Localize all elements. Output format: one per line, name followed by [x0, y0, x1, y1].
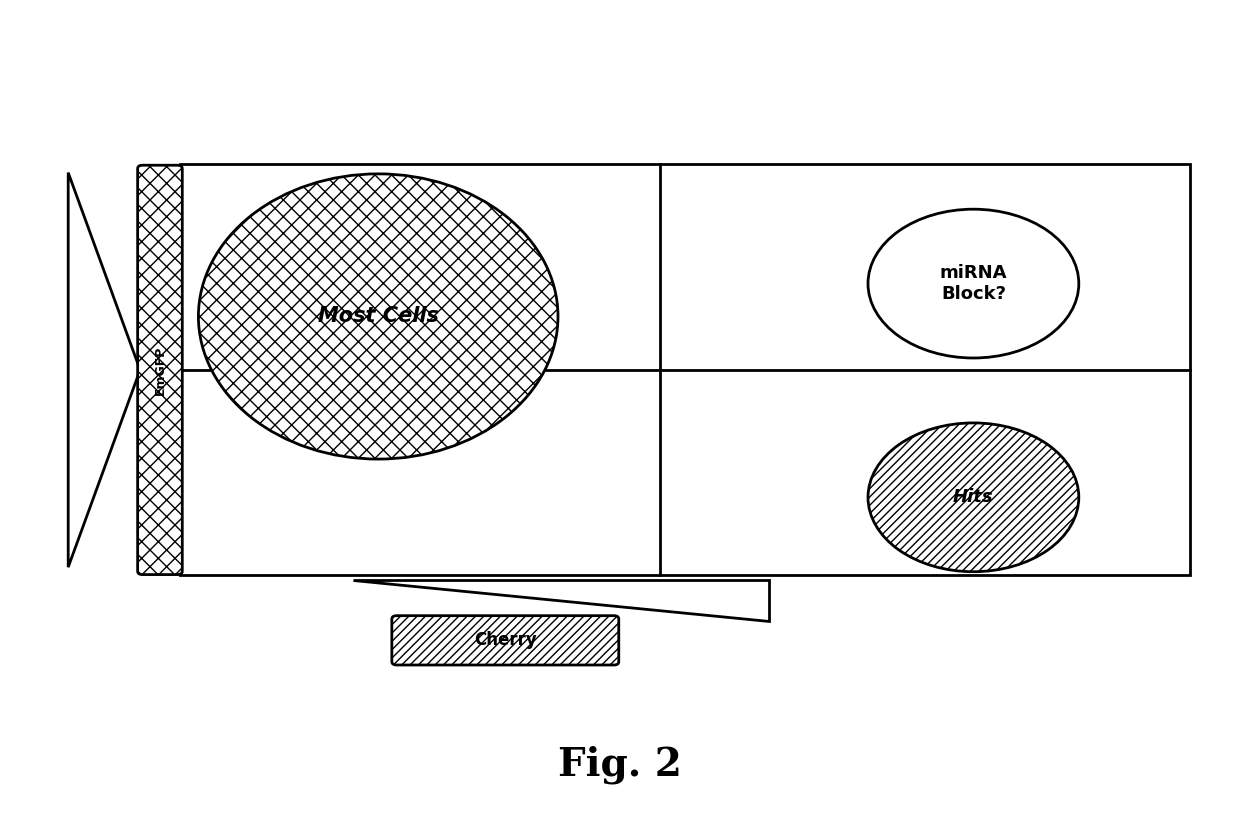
- Text: Most Cells: Most Cells: [317, 307, 439, 326]
- FancyBboxPatch shape: [392, 616, 619, 665]
- Text: EmGFP: EmGFP: [154, 345, 166, 395]
- Bar: [180, 164, 1190, 575]
- Text: Cherry: Cherry: [474, 631, 537, 649]
- Polygon shape: [68, 173, 140, 567]
- Ellipse shape: [198, 174, 558, 459]
- Polygon shape: [353, 580, 769, 621]
- Text: miRNA
Block?: miRNA Block?: [940, 264, 1007, 303]
- Ellipse shape: [868, 209, 1079, 358]
- Text: Hits: Hits: [954, 488, 993, 506]
- FancyBboxPatch shape: [138, 165, 182, 575]
- Text: Fig. 2: Fig. 2: [558, 746, 682, 783]
- Ellipse shape: [868, 423, 1079, 572]
